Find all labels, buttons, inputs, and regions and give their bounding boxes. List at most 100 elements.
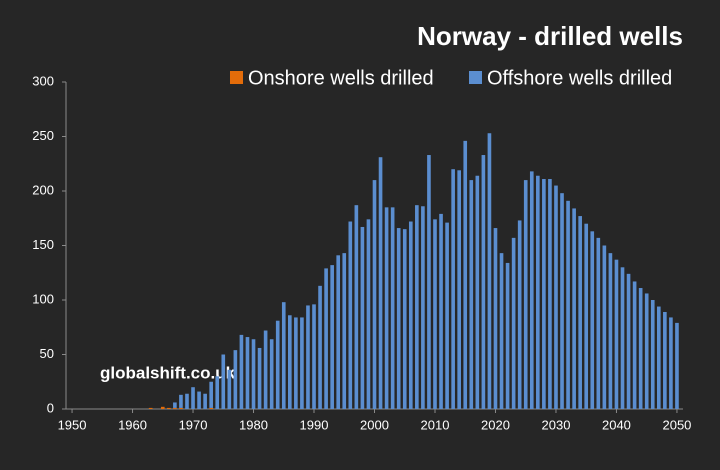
y-tick-label: 250 — [32, 128, 54, 143]
bar — [675, 322, 679, 409]
bar — [336, 255, 341, 409]
bar — [572, 208, 576, 409]
bar — [318, 285, 322, 409]
watermark: globalshift.co.uk — [100, 363, 236, 382]
bar — [396, 228, 401, 409]
bar — [463, 140, 468, 410]
bar — [209, 407, 213, 409]
bar — [656, 306, 661, 409]
bar — [529, 171, 534, 409]
bar — [287, 315, 292, 409]
x-tick-label: 1970 — [179, 417, 208, 432]
x-tick-label: 2050 — [662, 417, 691, 432]
bar — [233, 350, 238, 409]
bar — [148, 407, 153, 409]
bar — [650, 300, 655, 409]
y-tick-label: 100 — [32, 291, 54, 306]
bar — [215, 376, 220, 409]
bar — [294, 317, 298, 409]
bar — [536, 175, 540, 409]
bar — [300, 317, 304, 409]
bar — [451, 169, 455, 409]
bar — [366, 219, 371, 409]
x-tick-label: 2020 — [481, 417, 510, 432]
bar — [523, 180, 528, 409]
bar — [614, 259, 619, 409]
bar — [511, 237, 516, 409]
bar — [269, 339, 274, 409]
y-tick-label: 0 — [47, 400, 54, 415]
bar — [245, 337, 250, 409]
x-tick-label: 2030 — [542, 417, 571, 432]
bar — [197, 391, 201, 409]
bar — [439, 213, 443, 409]
x-tick-label: 1990 — [300, 417, 329, 432]
bar — [469, 180, 474, 409]
bar — [251, 339, 256, 409]
x-tick-label: 1960 — [118, 417, 147, 432]
legend-label: Offshore wells drilled — [487, 67, 672, 89]
bar — [342, 253, 347, 409]
bar — [203, 393, 207, 409]
bar — [179, 407, 183, 409]
bar — [626, 273, 631, 409]
x-tick-label: 1980 — [239, 417, 268, 432]
chart-title: Norway - drilled wells — [417, 21, 683, 51]
legend-label: Onshore wells drilled — [248, 67, 434, 89]
bar — [590, 231, 595, 409]
bar — [481, 155, 486, 409]
bar — [408, 221, 413, 409]
bar — [160, 406, 165, 409]
bar — [263, 330, 268, 409]
bar — [415, 205, 419, 409]
x-tick-label: 1950 — [58, 417, 87, 432]
bar — [596, 237, 601, 409]
bar — [306, 305, 310, 409]
bar — [548, 179, 552, 409]
bar — [372, 180, 377, 409]
bar — [275, 320, 280, 409]
bar — [384, 207, 389, 409]
bar — [402, 229, 407, 409]
x-tick-label: 2000 — [360, 417, 389, 432]
bar — [427, 155, 431, 409]
bar — [360, 226, 365, 409]
bar — [179, 394, 183, 408]
bar — [348, 221, 353, 409]
bar — [620, 267, 625, 409]
bar — [185, 393, 189, 409]
bar — [608, 253, 613, 409]
bar — [173, 407, 177, 409]
bar — [227, 369, 232, 409]
y-tick-label: 300 — [32, 73, 54, 88]
bar — [487, 133, 492, 410]
y-tick-label: 50 — [40, 346, 54, 361]
bar — [173, 402, 177, 408]
bar — [167, 407, 171, 409]
bar — [663, 311, 667, 409]
bar — [560, 193, 564, 409]
bar — [433, 219, 437, 409]
bar — [281, 302, 286, 409]
bar — [669, 317, 673, 409]
legend-swatch — [469, 71, 482, 84]
bar — [584, 223, 589, 409]
bar — [221, 354, 226, 409]
bar — [324, 268, 328, 409]
bar — [354, 205, 359, 409]
bar — [421, 206, 425, 409]
bar — [312, 304, 316, 409]
legend-swatch — [230, 71, 243, 84]
bar — [542, 179, 546, 409]
bar — [499, 253, 504, 409]
bar — [257, 347, 262, 409]
bar — [566, 200, 570, 409]
bar — [517, 220, 522, 409]
bar — [191, 387, 195, 409]
bar — [578, 216, 582, 409]
bar — [445, 222, 449, 409]
bar — [554, 185, 558, 409]
bar — [644, 293, 649, 409]
bar — [239, 334, 244, 409]
